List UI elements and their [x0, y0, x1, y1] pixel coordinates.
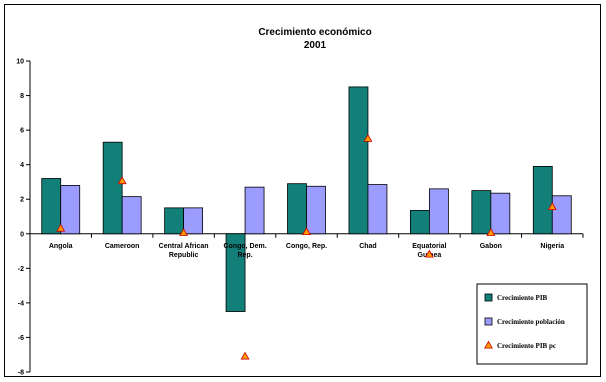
bar-pib: [532, 165, 553, 235]
y-tick-label: -2: [18, 266, 24, 273]
marker-pib-pc: [56, 223, 66, 232]
category-label: Rep.: [237, 252, 252, 259]
marker-pib-pc: [547, 202, 557, 210]
legend-label: Crecimiento PIB: [497, 294, 548, 302]
category-label: Angola: [49, 243, 73, 250]
marker-pib-pc: [240, 351, 250, 360]
category-label: Republic: [169, 252, 199, 259]
y-tick-label: 0: [20, 231, 24, 238]
y-tick-label: 4: [20, 162, 24, 169]
y-tick-label: 2: [20, 197, 24, 204]
chart-title: Crecimiento económico: [258, 27, 371, 38]
bar-poblacion: [306, 185, 326, 235]
marker-pib-pc: [117, 176, 127, 185]
bar-poblacion: [244, 186, 265, 235]
bar-poblacion: [490, 192, 511, 235]
y-tick-label: -8: [18, 370, 24, 377]
category-label: Central African: [159, 243, 209, 250]
y-tick-label: -6: [18, 335, 24, 342]
bar-pib: [471, 190, 492, 235]
bar-pib: [348, 86, 369, 235]
marker-pib-pc: [302, 227, 311, 236]
category-label: Nigeria: [540, 243, 564, 250]
category-label: Gabon: [480, 243, 502, 250]
marker-pib-pc: [363, 133, 373, 142]
category-label: Cameroon: [105, 243, 140, 250]
bar-pib: [287, 183, 307, 235]
category-label: Congo, Dem.: [223, 243, 266, 250]
y-tick-label: 8: [20, 93, 24, 100]
legend-swatch: [484, 293, 493, 302]
bar-poblacion: [428, 188, 449, 235]
legend-label: Crecimiento población: [497, 318, 565, 326]
bar-pib: [164, 207, 185, 235]
chart-svg: Crecimiento económico 2001 10 8 6 4 2 0 -2 -4 -6…: [16, 27, 588, 377]
marker-pib-pc: [424, 249, 434, 258]
bar-pib: [102, 141, 123, 235]
bar-pib: [409, 210, 430, 235]
bar-poblacion: [367, 184, 388, 235]
category-label: Equatorial: [412, 243, 446, 250]
bar-poblacion: [121, 196, 142, 235]
legend-swatch: [484, 317, 493, 326]
legend-box: [476, 283, 588, 365]
marker-pib-pc: [486, 228, 496, 236]
legend-label: Crecimiento PIB pc: [497, 342, 556, 350]
y-tick-label: -4: [18, 300, 24, 307]
bar-pib: [225, 233, 246, 312]
y-tick-label: 10: [16, 59, 24, 66]
bar-poblacion: [183, 207, 204, 235]
marker-pib-pc: [179, 228, 189, 236]
y-tick-label: 6: [20, 128, 24, 135]
bar-poblacion: [551, 195, 572, 235]
chart-subtitle: 2001: [304, 40, 327, 51]
category-label: Chad: [359, 243, 377, 250]
chart-frame: Crecimiento económico 2001 10 8 6 4 2 0 -2 -4 -6…: [4, 4, 601, 377]
legend-swatch: [484, 340, 493, 349]
category-label: Congo, Rep.: [286, 243, 327, 250]
bar-pib: [41, 178, 62, 235]
bar-poblacion: [60, 184, 81, 235]
